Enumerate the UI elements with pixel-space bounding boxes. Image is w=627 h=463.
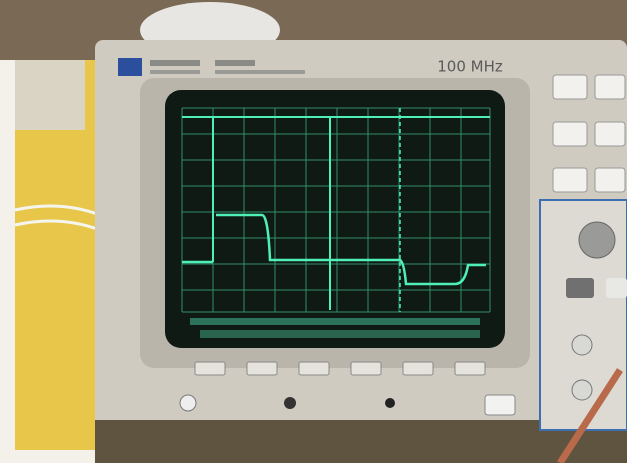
panel-button[interactable] bbox=[606, 278, 627, 298]
logo bbox=[118, 58, 142, 76]
panel-button[interactable] bbox=[595, 122, 625, 146]
panel-button[interactable] bbox=[553, 122, 587, 146]
grey-object bbox=[15, 60, 85, 130]
softkey[interactable] bbox=[455, 362, 485, 375]
bnc-connector bbox=[572, 335, 592, 355]
panel-button[interactable] bbox=[553, 168, 587, 192]
bandwidth-label: 100 MHz bbox=[437, 58, 503, 76]
probe-button[interactable] bbox=[485, 395, 515, 415]
softkey[interactable] bbox=[351, 362, 381, 375]
crt-screen bbox=[165, 90, 505, 348]
knob[interactable] bbox=[579, 222, 615, 258]
brand-text bbox=[150, 60, 200, 66]
panel-button[interactable] bbox=[553, 75, 587, 99]
softkey[interactable] bbox=[299, 362, 329, 375]
softkey-labels bbox=[200, 330, 480, 338]
model-text bbox=[215, 60, 255, 66]
softkey[interactable] bbox=[403, 362, 433, 375]
status-text bbox=[190, 318, 480, 325]
page: 100 MHz bbox=[0, 0, 627, 463]
connector bbox=[284, 397, 296, 409]
scene: 100 MHz bbox=[0, 0, 627, 463]
bnc-connector bbox=[572, 380, 592, 400]
brand-text bbox=[150, 70, 200, 74]
connector bbox=[385, 398, 395, 408]
model-text bbox=[215, 70, 305, 74]
softkey[interactable] bbox=[195, 362, 225, 375]
softkey[interactable] bbox=[247, 362, 277, 375]
panel-button[interactable] bbox=[595, 75, 625, 99]
panel-button[interactable] bbox=[595, 168, 625, 192]
power-switch[interactable] bbox=[180, 395, 196, 411]
panel-button[interactable] bbox=[566, 278, 594, 298]
